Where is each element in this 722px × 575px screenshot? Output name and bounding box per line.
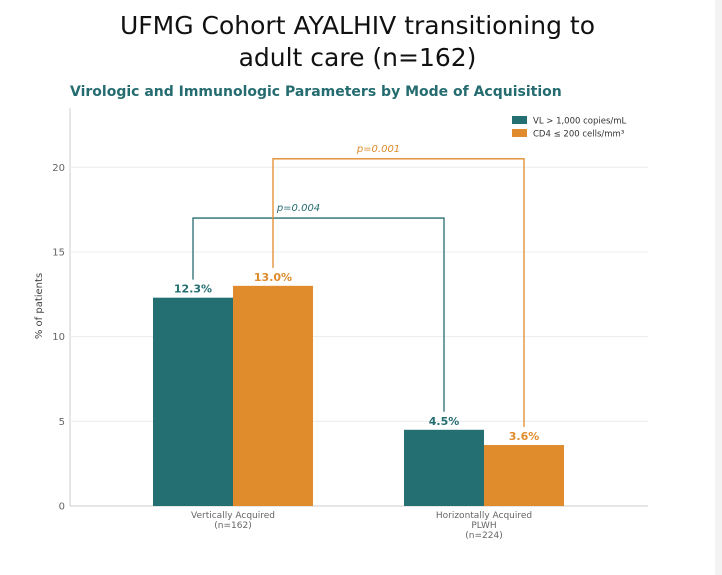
legend-label: VL > 1,000 copies/mL bbox=[533, 117, 627, 127]
data-label: 12.3% bbox=[174, 283, 212, 296]
plot-area: 0 5 10 15 20 12.3% 4.5% 13.0% 3.6% Vertically Acq… bbox=[52, 108, 648, 541]
y-axis-label: % of patients bbox=[34, 273, 45, 339]
y-tick-label: 20 bbox=[52, 163, 65, 174]
x-category-label: (n=162) bbox=[214, 521, 251, 531]
data-label: 13.0% bbox=[254, 271, 292, 284]
slide-title-line-2: adult care (n=162) bbox=[238, 43, 477, 72]
y-tick-label: 15 bbox=[52, 247, 65, 258]
chart-title: Virologic and Immunologic Parameters by … bbox=[70, 84, 562, 100]
data-label: 3.6% bbox=[509, 430, 540, 443]
p-value-label: p=0.001 bbox=[356, 144, 400, 155]
x-category-label: PLWH bbox=[471, 521, 496, 531]
bar bbox=[233, 285, 313, 506]
x-category-label: Vertically Acquired bbox=[191, 511, 275, 521]
y-tick-label: 0 bbox=[59, 502, 65, 513]
x-category-label: Horizontally Acquired bbox=[436, 511, 532, 521]
legend-swatch bbox=[512, 116, 527, 124]
data-label: 4.5% bbox=[429, 415, 460, 428]
y-tick-label: 5 bbox=[59, 417, 65, 428]
significance-bracket bbox=[272, 158, 525, 428]
slide-title: UFMG Cohort AYALHIV transitioning to adu… bbox=[0, 10, 715, 74]
y-tick-label: 10 bbox=[52, 332, 65, 343]
significance-bracket bbox=[192, 217, 445, 412]
bar bbox=[484, 445, 564, 506]
p-value-label: p=0.004 bbox=[276, 203, 320, 214]
x-category-label: (n=224) bbox=[465, 531, 502, 541]
slide-title-line-1: UFMG Cohort AYALHIV transitioning to bbox=[119, 11, 596, 40]
legend-label: CD4 ≤ 200 cells/mm³ bbox=[533, 130, 624, 140]
bar bbox=[153, 297, 233, 506]
bar bbox=[404, 429, 484, 506]
legend-swatch bbox=[512, 129, 527, 137]
